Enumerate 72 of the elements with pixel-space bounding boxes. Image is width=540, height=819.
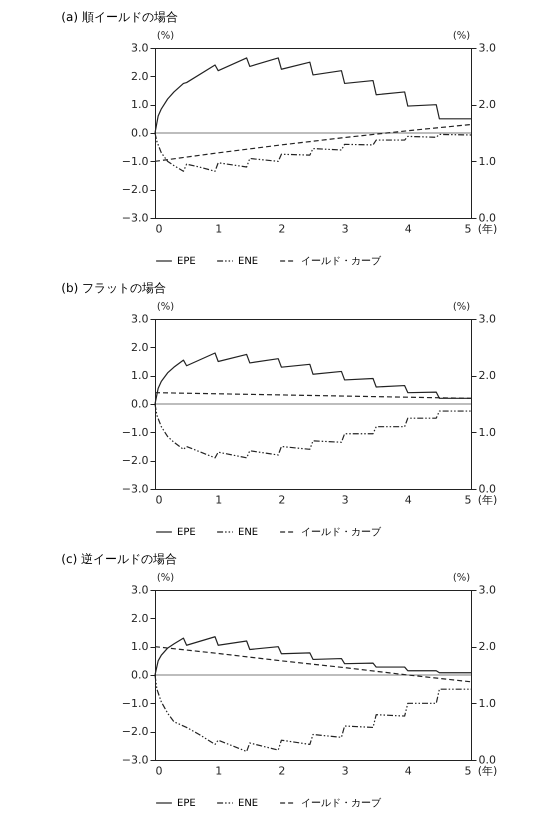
x-tick-label: 2 bbox=[278, 494, 286, 506]
y2-tick-label: 2.0 bbox=[478, 640, 496, 654]
legend-label: EPE bbox=[177, 527, 196, 538]
y2-tick-label: 1.0 bbox=[478, 426, 496, 439]
legend-label: ENE bbox=[238, 798, 258, 809]
y2-tick-label: 3.0 bbox=[478, 312, 496, 326]
y2-tick-label: 0.0 bbox=[478, 212, 496, 224]
y-tick-label: 0.0 bbox=[131, 126, 148, 140]
y2-tick-label: 2.0 bbox=[478, 98, 496, 112]
y2-axis-title: (%) bbox=[452, 302, 470, 312]
y-tick-label: 0.0 bbox=[131, 668, 148, 682]
x-tick-label: 1 bbox=[215, 222, 222, 236]
y-tick-label: −3.0 bbox=[122, 754, 148, 766]
x-axis-title: (年) bbox=[478, 764, 498, 778]
y-axis-title: (%) bbox=[156, 302, 174, 312]
y-tick-label: 3.0 bbox=[131, 584, 148, 596]
y2-axis-title: (%) bbox=[452, 572, 470, 584]
legend-label: イールド・カーブ bbox=[301, 526, 382, 538]
y-axis-title: (%) bbox=[156, 572, 174, 584]
y-tick-label: −2.0 bbox=[122, 183, 148, 196]
x-tick-label: 5 bbox=[464, 764, 472, 778]
y-tick-label: −1.0 bbox=[122, 426, 148, 439]
y-tick-label: −1.0 bbox=[122, 696, 148, 710]
legend-label: EPE bbox=[177, 798, 196, 809]
legend-label: ENE bbox=[238, 256, 258, 267]
y2-tick-label: 2.0 bbox=[478, 369, 496, 382]
x-tick-label: 1 bbox=[215, 494, 222, 506]
y-tick-label: 2.0 bbox=[131, 340, 148, 354]
y2-tick-label: 0.0 bbox=[478, 754, 496, 766]
x-axis-title: (年) bbox=[478, 222, 498, 236]
y-tick-label: 0.0 bbox=[131, 398, 148, 410]
y2-axis-title: (%) bbox=[452, 30, 470, 42]
y-tick-label: −1.0 bbox=[122, 154, 148, 168]
y-tick-label: 1.0 bbox=[131, 640, 148, 654]
y-tick-label: 2.0 bbox=[131, 612, 148, 625]
x-tick-label: 3 bbox=[342, 222, 349, 236]
x-tick-label: 3 bbox=[342, 494, 349, 506]
x-tick-label: 3 bbox=[342, 764, 349, 778]
y-tick-label: 3.0 bbox=[131, 42, 148, 54]
x-tick-label: 2 bbox=[278, 222, 286, 236]
x-tick-label: 5 bbox=[464, 222, 472, 236]
y-tick-label: 2.0 bbox=[131, 70, 148, 83]
y-tick-label: −3.0 bbox=[122, 482, 148, 496]
legend-label: イールド・カーブ bbox=[301, 797, 382, 809]
y-tick-label: 3.0 bbox=[131, 312, 148, 326]
y-tick-label: 1.0 bbox=[131, 369, 148, 382]
x-tick-label: 2 bbox=[278, 764, 286, 778]
x-tick-label: 4 bbox=[404, 764, 412, 778]
y2-tick-label: 3.0 bbox=[478, 584, 496, 596]
legend-label: ENE bbox=[238, 527, 258, 538]
y2-tick-label: 1.0 bbox=[478, 696, 496, 710]
legend-label: イールド・カーブ bbox=[301, 255, 382, 267]
y-tick-label: −2.0 bbox=[122, 454, 148, 468]
chart-title: (a) 順イールドの場合 bbox=[61, 10, 178, 24]
y-tick-label: −3.0 bbox=[122, 212, 148, 224]
x-tick-label: 1 bbox=[215, 764, 222, 778]
x-tick-label: 0 bbox=[156, 222, 162, 236]
x-tick-label: 5 bbox=[464, 494, 472, 506]
chart-title: (c) 逆イールドの場合 bbox=[61, 552, 178, 566]
x-axis-title: (年) bbox=[478, 494, 498, 506]
x-tick-label: 4 bbox=[404, 494, 412, 506]
x-tick-label: 4 bbox=[404, 222, 412, 236]
legend-label: EPE bbox=[177, 256, 196, 267]
y-tick-label: 1.0 bbox=[131, 98, 148, 112]
y-axis-title: (%) bbox=[156, 30, 174, 42]
y-tick-label: −2.0 bbox=[122, 725, 148, 738]
y2-tick-label: 3.0 bbox=[478, 42, 496, 54]
chart-title: (b) フラットの場合 bbox=[61, 281, 166, 295]
x-tick-label: 0 bbox=[156, 764, 162, 778]
x-tick-label: 0 bbox=[156, 494, 162, 506]
y2-tick-label: 1.0 bbox=[478, 154, 496, 168]
y2-tick-label: 0.0 bbox=[478, 482, 496, 496]
